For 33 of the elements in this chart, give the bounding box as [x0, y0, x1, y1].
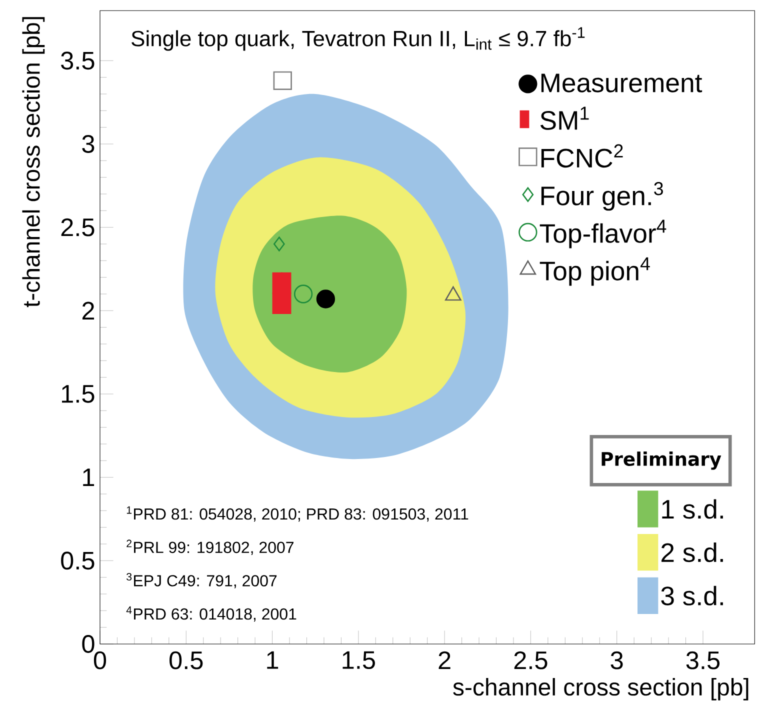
annotation: $^{3}$EPJ C49: 791, 2007 [126, 573, 277, 588]
y-tick-label: 1.5 [62, 385, 94, 403]
x-tick-label: 1.5 [342, 651, 375, 670]
legend-label: Top pion$^{4}$ [540, 257, 650, 286]
y-tick-label: 2 [82, 302, 94, 320]
y-tick-label: 3 [82, 135, 94, 153]
y-tick-label: 3.5 [61, 52, 94, 70]
legend-label: SM$^{1}$ [540, 106, 589, 130]
y-tick-label: 0 [82, 635, 94, 653]
legend-label: 3 s.d. [661, 586, 723, 606]
x-tick-label: 0 [94, 651, 106, 670]
legend-label: Top-flavor$^{4}$ [540, 220, 666, 248]
x-tick-label: 3.5 [686, 651, 720, 670]
y-tick-label: 0.5 [61, 552, 94, 570]
x-tick-label: 2.5 [514, 651, 548, 670]
annotation: $^{1}$PRD 81: 054028, 2010; PRD 83: 091503, 2011 [126, 506, 468, 522]
legend-label: 1 s.d. [662, 499, 723, 519]
text: Single top quark, Tevatron Run II, L$_{int}$ ≤ 9.7 fb$^{-1}$ [132, 27, 585, 51]
x-tick-label: 1 [267, 651, 278, 669]
y-tick-label: 2.5 [61, 218, 94, 236]
legend-label: FCNC$^{2}$ [541, 144, 623, 168]
annotation: $^{4}$PRD 63: 014018, 2001 [126, 606, 296, 622]
x-tick-label: 0.5 [170, 651, 203, 670]
annotation: Preliminary [602, 452, 722, 470]
y-axis-title: t-channel cross section [pb] [22, 17, 45, 308]
legend-label: Four gen.$^{3}$ [541, 182, 663, 211]
y-tick-label: 1 [83, 468, 94, 486]
annotation: $^{2}$PRL 99: 191802, 2007 [126, 540, 294, 555]
legend-label: 2 s.d. [662, 542, 723, 562]
legend-label: Measurement [541, 74, 702, 92]
x-axis-title: s-channel cross section [pb] [453, 678, 748, 700]
x-tick-label: 2 [438, 651, 450, 670]
x-tick-label: 3 [610, 651, 623, 670]
